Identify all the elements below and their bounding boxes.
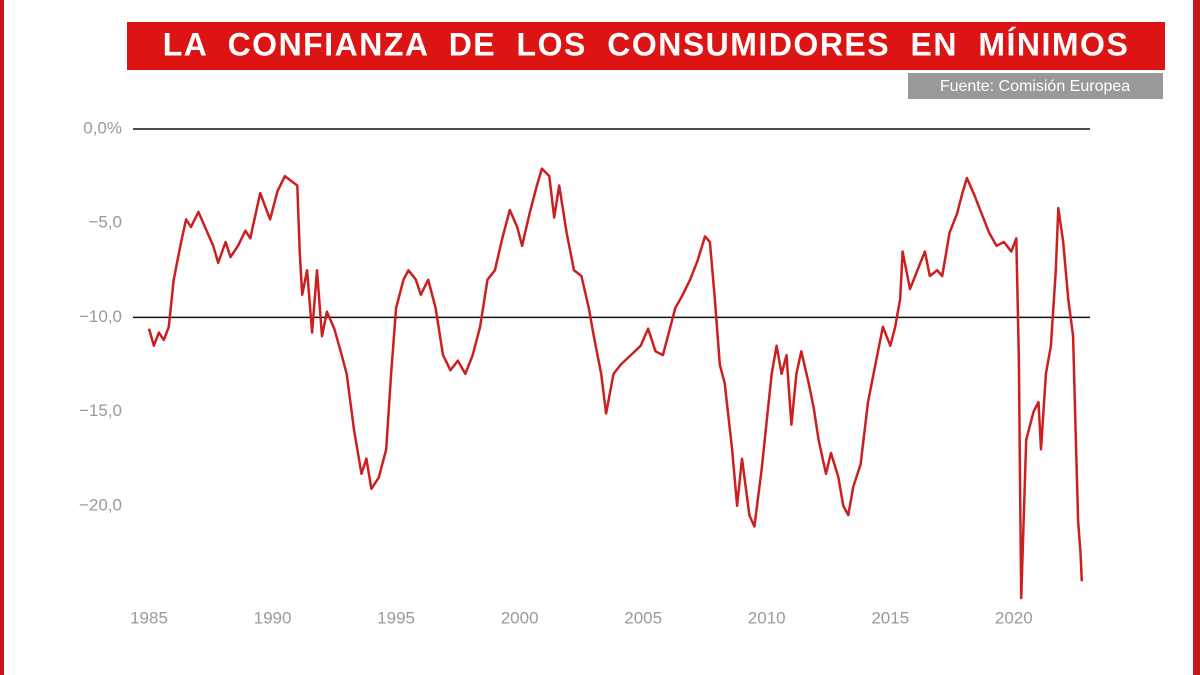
x-tick-label: 2020 [995, 608, 1033, 627]
x-tick-label: 2010 [748, 608, 786, 627]
x-tick-label: 2015 [871, 608, 909, 627]
data-line [147, 167, 1084, 600]
y-tick-label: −5,0 [88, 213, 122, 232]
frame-right [1193, 0, 1200, 675]
frame-left [0, 0, 4, 675]
title-banner [127, 22, 1165, 70]
y-tick-label: 0,0% [83, 118, 122, 137]
x-tick-label: 1995 [377, 608, 415, 627]
source: Fuente: Comisión Europea [940, 78, 1130, 95]
y-tick-label: −15,0 [79, 401, 122, 420]
chart-title: LA CONFIANZA DE LOS CONSUMIDORES EN MÍNI… [163, 26, 1130, 62]
x-tick-label: 2005 [624, 608, 662, 627]
y-tick-label: −20,0 [79, 495, 122, 514]
source-box [908, 73, 1163, 99]
y-tick-label: −10,0 [79, 307, 122, 326]
x-tick-label: 2000 [501, 608, 539, 627]
x-tick-label: 1990 [254, 608, 292, 627]
x-tick-label: 1985 [130, 608, 168, 627]
